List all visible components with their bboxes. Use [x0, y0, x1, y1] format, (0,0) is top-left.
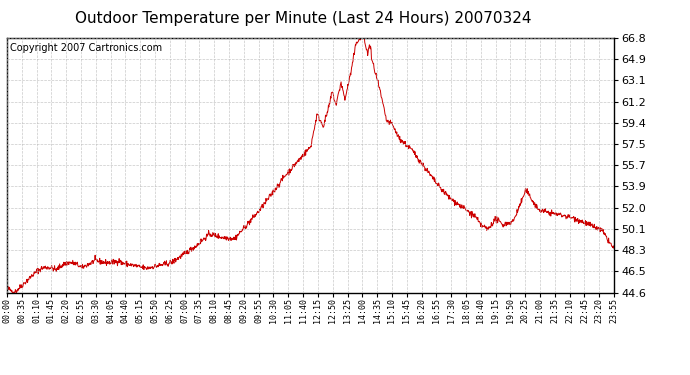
Text: Copyright 2007 Cartronics.com: Copyright 2007 Cartronics.com — [10, 43, 162, 52]
Text: Outdoor Temperature per Minute (Last 24 Hours) 20070324: Outdoor Temperature per Minute (Last 24 … — [75, 11, 532, 26]
